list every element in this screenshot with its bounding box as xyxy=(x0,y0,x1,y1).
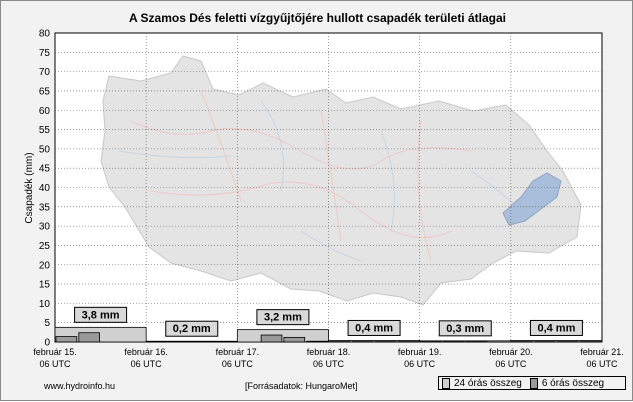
bar-6h xyxy=(261,335,282,342)
x-tick-label: 06 UTC xyxy=(586,359,618,369)
bar-24h xyxy=(237,330,328,342)
x-tick-label: február 17. xyxy=(216,347,260,357)
bar-6h xyxy=(56,337,77,342)
y-tick-label: 10 xyxy=(39,299,51,310)
y-tick-label: 20 xyxy=(39,260,51,271)
y-tick-label: 15 xyxy=(39,280,51,291)
legend-item-24h: 24 órás összeg xyxy=(454,378,522,389)
bar-label-24h: 0,3 mm xyxy=(446,323,484,335)
y-tick-label: 80 xyxy=(39,29,51,40)
x-tick-label: 06 UTC xyxy=(495,359,527,369)
y-tick-label: 55 xyxy=(39,125,51,136)
y-axis-label: Csapadék (mm) xyxy=(24,152,35,223)
x-tick-label: 06 UTC xyxy=(404,359,436,369)
y-tick-label: 30 xyxy=(39,222,51,233)
x-tick-label: 06 UTC xyxy=(39,359,71,369)
x-tick-label: 06 UTC xyxy=(313,359,345,369)
legend: 24 órás összeg 6 órás összeg xyxy=(438,376,626,390)
y-tick-label: 45 xyxy=(39,164,51,175)
bar-label-24h: 3,2 mm xyxy=(264,312,302,324)
footer-source: [Forrásadatok: HungaroMet] xyxy=(245,381,358,391)
bar-label-24h: 0,4 mm xyxy=(537,322,575,334)
y-tick-label: 60 xyxy=(39,106,51,117)
x-tick-label: február 19. xyxy=(398,347,442,357)
bar-6h xyxy=(307,341,328,342)
footer-site: www.hydroinfo.hu xyxy=(44,381,115,391)
bar-24h xyxy=(146,341,237,342)
y-tick-label: 70 xyxy=(39,67,51,78)
x-tick-label: február 20. xyxy=(489,347,533,357)
legend-swatch-6h xyxy=(530,378,538,389)
bar-label-24h: 0,4 mm xyxy=(355,322,393,334)
y-tick-label: 35 xyxy=(39,202,51,213)
y-tick-label: 25 xyxy=(39,241,51,252)
x-tick-label: február 18. xyxy=(307,347,351,357)
bar-label-24h: 0,2 mm xyxy=(173,323,211,335)
y-tick-label: 5 xyxy=(44,318,50,329)
bar-6h xyxy=(284,337,305,342)
y-tick-label: 65 xyxy=(39,86,51,97)
x-tick-label: február 21. xyxy=(580,347,624,357)
bar-label-24h: 3,8 mm xyxy=(82,309,120,321)
x-axis: február 15. 06 UTC február 16. 06 UTC februá… xyxy=(33,347,624,369)
x-tick-label: február 16. xyxy=(124,347,168,357)
y-tick-label: 40 xyxy=(39,183,51,194)
x-tick-label: február 15. xyxy=(33,347,77,357)
legend-item-6h: 6 órás összeg xyxy=(542,378,604,389)
y-tick-label: 75 xyxy=(39,48,51,59)
x-tick-label: 06 UTC xyxy=(222,359,254,369)
y-tick-label: 50 xyxy=(39,144,51,155)
bar-6h xyxy=(79,333,100,342)
x-tick-label: 06 UTC xyxy=(131,359,163,369)
legend-swatch-24h xyxy=(442,378,450,389)
